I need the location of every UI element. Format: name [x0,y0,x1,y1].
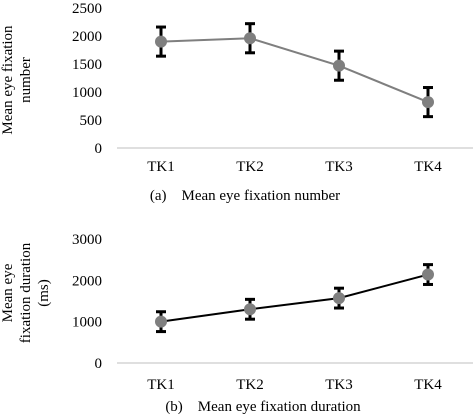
data-point [155,315,167,328]
x-tick-label: TK3 [325,159,353,175]
x-tick-label: TK4 [414,377,442,393]
x-tick-label: TK3 [325,377,353,393]
y-ticks: 0 1000 2000 3000 [72,232,102,372]
chart-mean-fixation-number: Mean eye fixation number 0 500 1000 1500 200… [0,1,473,204]
data-points [155,268,434,328]
chart-caption: (b) Mean eye fixation duration [165,399,361,415]
y-tick-label: 500 [80,113,103,129]
y-tick-label: 3000 [72,232,102,248]
y-tick-label: 2000 [72,29,102,45]
y-axis-label-line-2: fixation duration [18,242,34,343]
error-bars [156,263,433,334]
y-tick-label: 1000 [72,85,102,101]
y-axis-label-line-1: Mean eye fixation [0,25,16,135]
data-point [244,303,256,316]
x-tick-label: TK1 [147,377,175,393]
data-point [333,59,345,72]
data-point [244,32,256,45]
error-bars [156,22,433,119]
y-axis-label-line-3: (ms) [36,279,52,307]
data-point [422,268,434,281]
x-tick-label: TK4 [414,159,442,175]
y-tick-label: 1500 [72,57,102,73]
y-tick-label: 1000 [72,315,102,331]
data-points [155,32,434,109]
x-tick-label: TK2 [236,377,264,393]
y-axis-label-line-1: Mean eye [0,263,16,322]
x-tick-label: TK1 [147,159,175,175]
data-point [422,96,434,109]
y-ticks: 0 500 1000 1500 2000 2500 [72,1,102,157]
data-point [333,292,345,305]
y-tick-label: 0 [95,141,103,157]
data-point [155,35,167,48]
y-tick-label: 2500 [72,1,102,17]
x-tick-label: TK2 [236,159,264,175]
y-axis-label-line-2: number [18,57,34,103]
series-line [160,37,429,104]
chart-mean-fixation-duration: Mean eye fixation duration (ms) 0 1000 200… [0,232,473,415]
chart-caption: (a) Mean eye fixation number [150,188,340,204]
series-line [160,273,429,323]
y-tick-label: 2000 [72,273,102,289]
y-tick-label: 0 [95,356,103,372]
x-ticks: TK1 TK2 TK3 TK4 [147,377,442,393]
x-ticks: TK1 TK2 TK3 TK4 [147,159,442,175]
